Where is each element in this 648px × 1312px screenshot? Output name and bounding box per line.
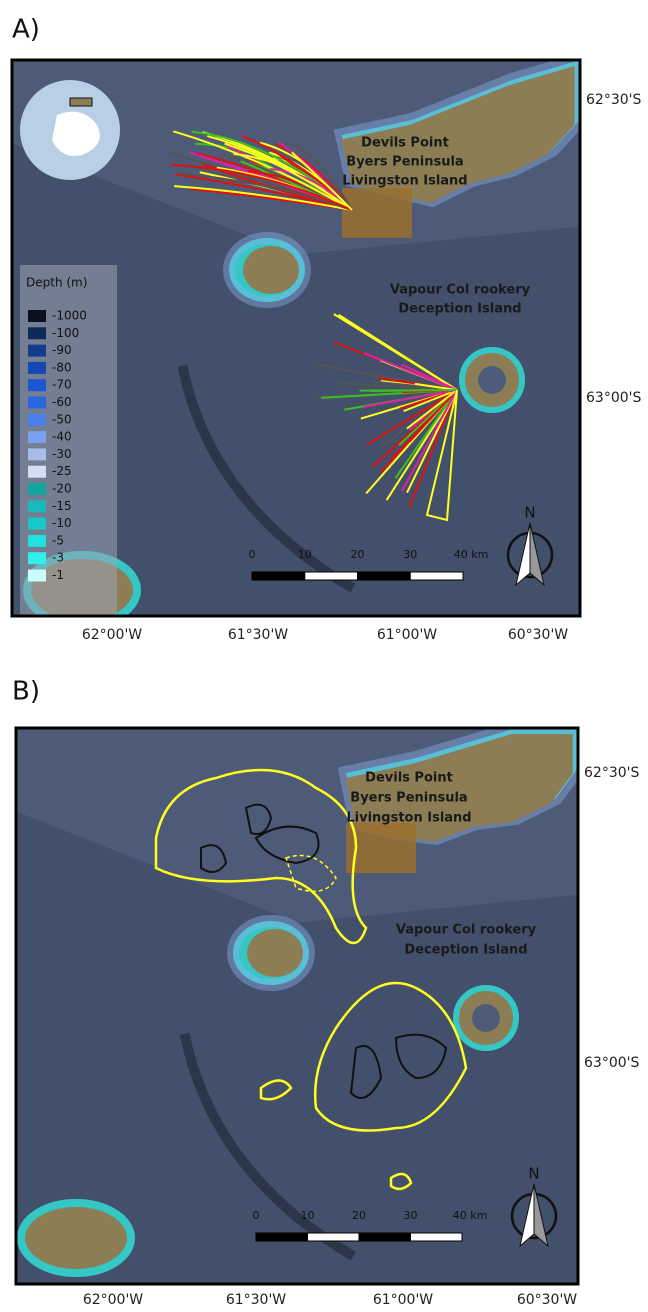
legend-label: -25 bbox=[52, 464, 72, 478]
legend-label: -1 bbox=[52, 568, 64, 582]
scale-label: 20 bbox=[351, 548, 365, 561]
legend-swatch bbox=[28, 552, 46, 564]
lon-label: 61°00'W bbox=[373, 1292, 433, 1308]
legend-label: -20 bbox=[52, 482, 72, 496]
legend-swatch bbox=[28, 466, 46, 478]
panel-label: A) bbox=[12, 15, 40, 45]
lat-label: 63°00'S bbox=[586, 390, 641, 406]
legend-label: -80 bbox=[52, 360, 72, 374]
north-label: N bbox=[524, 504, 535, 522]
legend-label: -50 bbox=[52, 412, 72, 426]
legend-swatch bbox=[28, 448, 46, 460]
peninsula bbox=[342, 188, 412, 238]
figure: A) Devils Point Byers Peninsula Livingston … bbox=[0, 0, 648, 1308]
foraging-track bbox=[370, 390, 457, 391]
legend-swatch bbox=[28, 327, 46, 339]
lon-label: 61°30'W bbox=[228, 627, 288, 643]
lon-label: 61°00'W bbox=[377, 627, 437, 643]
legend-label: -90 bbox=[52, 343, 72, 357]
panel-label: B) bbox=[12, 677, 40, 707]
legend-swatch bbox=[28, 345, 46, 357]
scale-label: 0 bbox=[249, 548, 256, 561]
scale-label: 10 bbox=[298, 548, 312, 561]
legend-label: -30 bbox=[52, 447, 72, 461]
place-label: Byers Peninsula bbox=[346, 155, 463, 170]
place-label: Deception Island bbox=[398, 302, 521, 317]
scale-label: 0 bbox=[253, 1209, 260, 1222]
legend-title: Depth (m) bbox=[26, 276, 87, 290]
scale-label: 30 bbox=[404, 1209, 418, 1222]
place-label: Devils Point bbox=[361, 136, 449, 151]
study-area bbox=[70, 98, 92, 106]
legend-label: -3 bbox=[52, 551, 64, 565]
legend-swatch bbox=[28, 518, 46, 530]
legend-swatch bbox=[28, 414, 46, 426]
legend-swatch bbox=[28, 535, 46, 547]
lon-label: 62°00'W bbox=[82, 627, 142, 643]
legend-label: -1000 bbox=[52, 309, 87, 323]
map-panel: Devils Point Byers Peninsula Livingston Is… bbox=[12, 60, 580, 625]
place-label: Byers Peninsula bbox=[350, 791, 467, 806]
place-label: Vapour Col rookery bbox=[390, 283, 531, 298]
legend-label: -60 bbox=[52, 395, 72, 409]
legend-swatch bbox=[28, 397, 46, 409]
scale-label: 10 bbox=[301, 1209, 315, 1222]
place-label: Deception Island bbox=[404, 943, 527, 958]
place-label: Vapour Col rookery bbox=[396, 923, 537, 938]
legend-swatch bbox=[28, 483, 46, 495]
lat-label: 63°00'S bbox=[584, 1055, 639, 1071]
scale-label: 40 km bbox=[453, 1209, 488, 1222]
lon-label: 60°30'W bbox=[517, 1292, 577, 1308]
map-body bbox=[16, 728, 578, 1284]
scale-label: 20 bbox=[352, 1209, 366, 1222]
legend-swatch bbox=[28, 362, 46, 374]
lat-label: 62°30'S bbox=[586, 92, 641, 108]
legend-swatch bbox=[28, 500, 46, 512]
depth-legend: Depth (m) -1000 -100 -90 -80 -70 -60 -50 -40 -30 -… bbox=[20, 265, 117, 615]
legend-swatch bbox=[28, 310, 46, 322]
legend-label: -70 bbox=[52, 378, 72, 392]
scale-label: 40 km bbox=[454, 548, 489, 561]
north-label: N bbox=[528, 1165, 539, 1183]
place-label: Livingston Island bbox=[342, 174, 467, 189]
legend-label: -40 bbox=[52, 430, 72, 444]
lon-label: 61°30'W bbox=[226, 1292, 286, 1308]
legend-label: -15 bbox=[52, 499, 72, 513]
legend-swatch bbox=[28, 570, 46, 582]
scale-label: 30 bbox=[403, 548, 417, 561]
land bbox=[243, 246, 299, 294]
lon-label: 62°00'W bbox=[83, 1292, 143, 1308]
legend-swatch bbox=[28, 379, 46, 391]
caldera bbox=[478, 366, 506, 394]
legend-swatch bbox=[28, 431, 46, 443]
legend-label: -10 bbox=[52, 516, 72, 530]
legend-label: -100 bbox=[52, 326, 79, 340]
place-label: Livingston Island bbox=[346, 811, 471, 826]
lat-label: 62°30'S bbox=[584, 765, 639, 781]
land bbox=[21, 1203, 131, 1273]
legend-label: -5 bbox=[52, 533, 64, 547]
lon-label: 60°30'W bbox=[508, 627, 568, 643]
caldera bbox=[472, 1004, 500, 1032]
land bbox=[247, 929, 303, 977]
place-label: Devils Point bbox=[365, 771, 453, 786]
map-panel: Devils Point Byers Peninsula Livingston Is… bbox=[16, 728, 578, 1284]
